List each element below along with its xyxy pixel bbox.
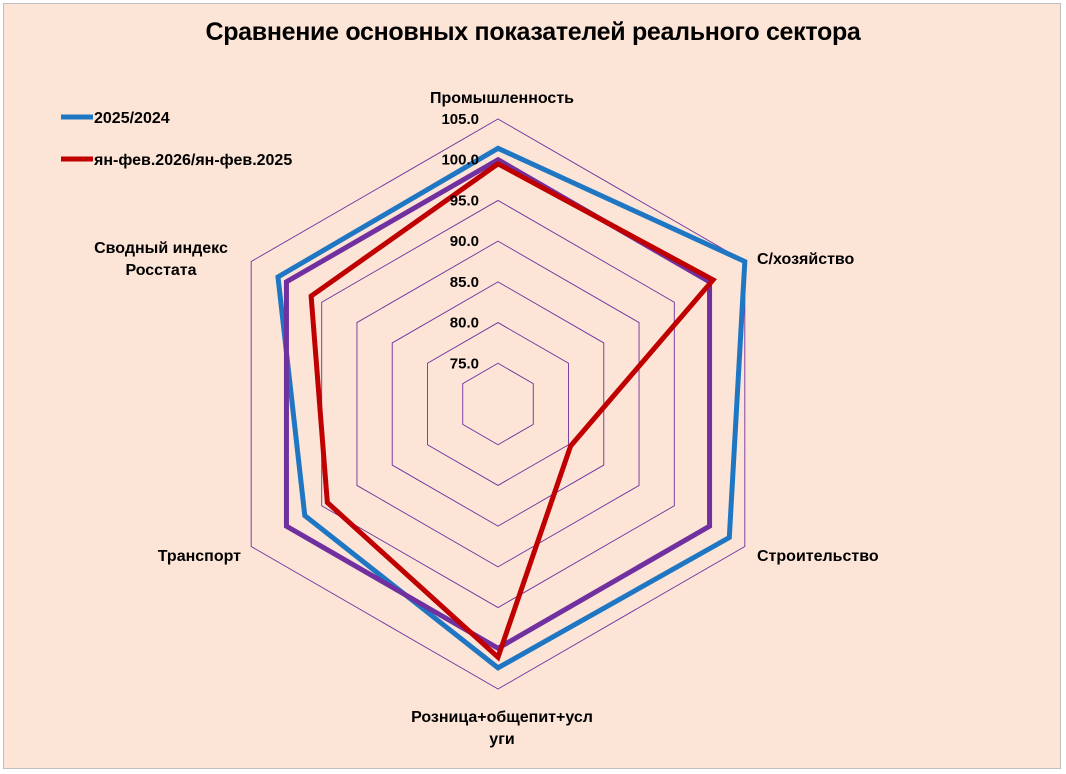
category-label-5: Сводный индекс Росстата (94, 240, 228, 279)
tick-label-2: 85.0 (450, 274, 479, 291)
tick-label-1: 80.0 (450, 315, 479, 332)
tick-label-3: 90.0 (450, 233, 479, 250)
series-layer (275, 145, 748, 671)
tick-label-5: 100.0 (441, 152, 479, 169)
tick-label-4: 95.0 (450, 192, 479, 209)
radial-tick-labels: 75.0 80.0 85.0 90.0 95.0 100.0 105.0 (441, 111, 479, 372)
tick-label-0: 75.0 (450, 355, 479, 372)
grid-ring-2 (391, 281, 605, 527)
category-label-2: Строительство (757, 548, 879, 565)
chart-title: Сравнение основных показателей реального… (205, 18, 861, 46)
grid-ring-4 (321, 199, 675, 609)
radar-chart: Промышленность С/хозяйство Строительство Ро… (61, 90, 879, 748)
tick-label-6: 105.0 (441, 111, 479, 128)
chart-area: Сравнение основных показателей реального… (3, 3, 1061, 769)
legend-label-2: ян-фев.2026/ян-фев.2025 (93, 152, 292, 169)
legend-label-0: 2025/2024 (94, 110, 170, 127)
radar-grid (250, 118, 746, 690)
series-line-2 (308, 160, 718, 662)
legend: 2025/2024 ян-фев.2026/ян-фев.2025 (61, 110, 292, 169)
series-line-0 (275, 145, 748, 671)
category-labels: Промышленность С/хозяйство Строительство Ро… (94, 90, 879, 748)
grid-ring-1 (427, 322, 569, 486)
category-label-0: Промышленность (430, 90, 574, 107)
grid-ring-0 (462, 362, 534, 446)
grid-ring-3 (356, 240, 640, 568)
category-label-3: Розница+общепит+усл уги (411, 709, 593, 748)
grid-ring-6 (250, 118, 746, 690)
category-label-1: С/хозяйство (757, 251, 855, 268)
category-label-4: Транспорт (158, 548, 241, 565)
